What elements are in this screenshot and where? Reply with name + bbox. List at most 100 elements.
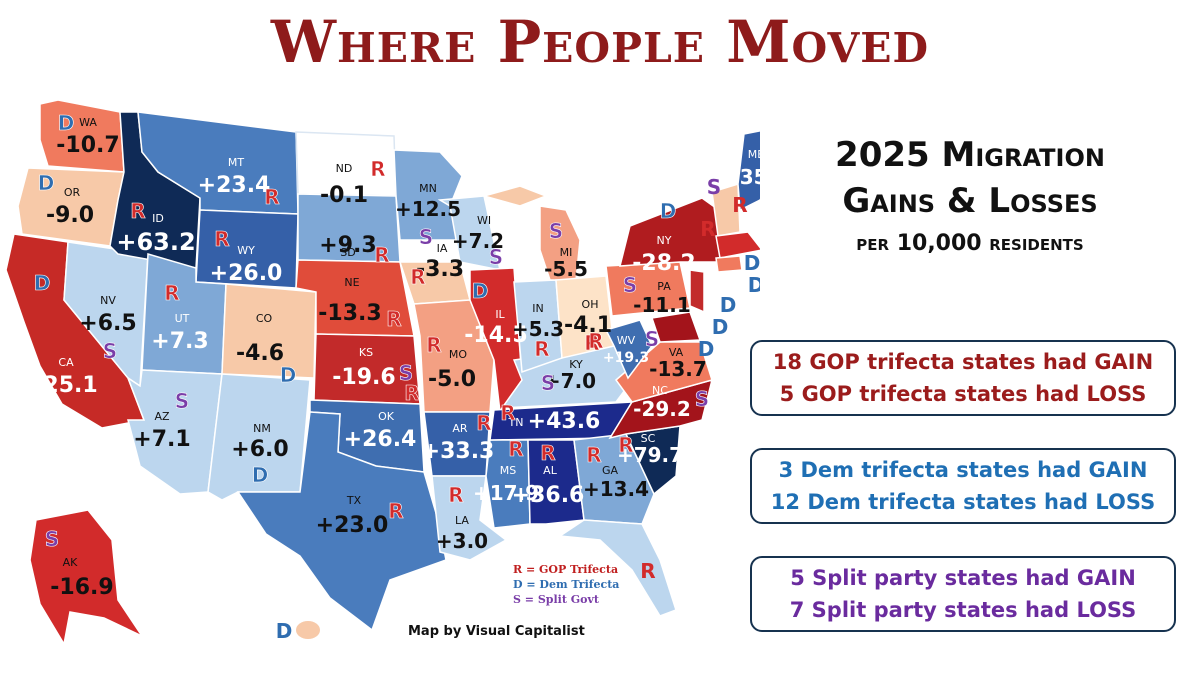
- party-marker-sd: R: [374, 243, 389, 267]
- state-code-nv: NV: [100, 294, 116, 307]
- legend-gop: R = GOP Trifecta: [513, 563, 619, 576]
- state-value-ga: +13.4: [583, 477, 649, 501]
- state-value-nc: -29.2: [633, 397, 691, 421]
- party-marker-ca: D: [34, 271, 51, 295]
- state-value-az: +7.1: [133, 427, 190, 452]
- state-value-in: +5.3: [512, 317, 564, 341]
- state-shape-wi: [437, 195, 501, 271]
- state-code-va: VA: [669, 346, 684, 359]
- state-code-il: IL: [495, 308, 505, 321]
- state-value-nd: -0.1: [320, 183, 368, 208]
- state-value-wy: +26.0: [210, 261, 283, 286]
- party-marker-tn: R: [500, 401, 515, 425]
- party-marker-nj: D: [720, 293, 737, 317]
- legend-split: S = Split Govt: [513, 593, 599, 606]
- party-marker-il: D: [472, 279, 489, 303]
- legend-dem: D = Dem Trifecta: [513, 578, 620, 591]
- state-shape-me: [737, 130, 760, 212]
- party-marker-tx: R: [388, 499, 403, 523]
- us-migration-map: WA-10.7DOR-9.0DCA-25.1DNV+6.5SID+63.2RMT…: [5, 99, 760, 647]
- state-code-mo: MO: [449, 348, 467, 361]
- party-marker-az: S: [175, 389, 189, 413]
- state-code-nc: NC: [652, 384, 668, 397]
- state-value-id: +63.2: [116, 228, 195, 256]
- state-code-sc: SC: [641, 432, 656, 445]
- party-marker-hi: D: [276, 619, 293, 643]
- state-value-ia: -3.3: [416, 257, 464, 282]
- state-code-wi: WI: [477, 214, 491, 227]
- split-summary-box: 5 Split party states had GAIN 7 Split pa…: [750, 556, 1176, 632]
- party-marker-ct: D: [748, 273, 760, 297]
- party-marker-mo: R: [426, 333, 441, 357]
- state-value-wa: -10.7: [56, 133, 119, 158]
- state-labels: WA-10.7DOR-9.0DCA-25.1DNV+6.5SID+63.2RMT…: [33, 111, 760, 600]
- party-marker-mn: S: [419, 225, 433, 249]
- gop-summary-box: 18 GOP trifecta states had GAIN 5 GOP tr…: [750, 340, 1176, 416]
- state-value-ks: -19.6: [332, 365, 395, 390]
- state-shape-tx: [236, 411, 447, 632]
- state-shape-wv: [604, 319, 653, 380]
- party-marker-la: R: [448, 483, 463, 507]
- subtitle-line-2: Gains & Losses: [842, 181, 1098, 221]
- dem-summary-box: 3 Dem trifecta states had GAIN 12 Dem tr…: [750, 448, 1176, 524]
- party-marker-or: D: [38, 171, 55, 195]
- state-value-ok: +26.4: [344, 427, 417, 452]
- state-value-ar: +33.3: [422, 439, 495, 464]
- party-marker-mi: S: [549, 219, 563, 243]
- split-loss-text: 7 Split party states had LOSS: [789, 598, 1137, 622]
- state-value-ms: +17.9: [473, 481, 539, 505]
- state-shape-al: [527, 439, 585, 525]
- party-marker-ga: R: [586, 443, 601, 467]
- party-marker-nh: S: [707, 175, 721, 199]
- state-value-mt: +23.4: [198, 173, 271, 198]
- state-value-co: -4.6: [236, 341, 284, 366]
- party-marker-ia: R: [410, 265, 425, 289]
- state-code-ut: UT: [175, 312, 190, 325]
- state-code-nd: ND: [336, 162, 353, 175]
- party-marker-wv: R: [588, 329, 603, 353]
- state-value-ny: -28.2: [632, 251, 695, 276]
- party-marker-nh2: R: [732, 193, 747, 217]
- state-code-ak: AK: [63, 556, 79, 569]
- state-code-pa: PA: [657, 280, 671, 293]
- state-shape-ct: [715, 255, 743, 273]
- state-code-wy: WY: [237, 244, 255, 257]
- party-marker-fl: R: [640, 559, 655, 583]
- state-value-la: +3.0: [436, 529, 488, 553]
- state-shape-ak: [29, 509, 145, 647]
- state-code-ca: CA: [58, 356, 74, 369]
- state-code-ok: OK: [378, 410, 395, 423]
- state-value-oh: -4.1: [564, 313, 612, 338]
- party-marker-ny: D: [660, 199, 677, 223]
- party-marker-va: S: [645, 327, 659, 351]
- party-marker-nd: R: [370, 157, 385, 181]
- party-marker-ut: R: [164, 281, 179, 305]
- party-marker-ar: R: [476, 411, 491, 435]
- map-legend: R = GOP Trifecta D = Dem Trifecta S = Sp…: [513, 562, 619, 607]
- state-code-ny: NY: [657, 234, 672, 247]
- state-value-mi: -5.5: [544, 257, 588, 281]
- party-marker-oh: R: [584, 331, 599, 355]
- state-shape-mi-upper: [481, 185, 549, 207]
- party-marker-nc: S: [695, 387, 709, 411]
- party-marker-wy: R: [214, 227, 229, 251]
- state-value-me: +35.7: [723, 165, 760, 189]
- party-marker-pa: S: [623, 273, 637, 297]
- party-marker-al: R: [540, 441, 555, 465]
- state-value-il: -14.5: [464, 323, 527, 348]
- state-shape-vt-nh: [711, 182, 741, 237]
- state-value-or: -9.0: [46, 203, 94, 228]
- state-code-ky: KY: [569, 358, 583, 371]
- subtitle-line-3: per 10,000 residents: [856, 231, 1084, 256]
- party-marker-id: R: [130, 199, 145, 223]
- party-marker-in: R: [534, 337, 549, 361]
- state-value-sd: +9.3: [319, 233, 376, 258]
- party-marker-de: D: [712, 315, 729, 339]
- party-marker-ks: S: [399, 361, 413, 385]
- state-value-wv: +19.3: [603, 350, 649, 366]
- party-marker-ak: S: [45, 527, 59, 551]
- party-marker-sc: R: [618, 433, 633, 457]
- state-value-pa: -11.1: [633, 293, 691, 317]
- party-marker-nm: D: [252, 463, 269, 487]
- party-marker-vt: R: [700, 217, 715, 241]
